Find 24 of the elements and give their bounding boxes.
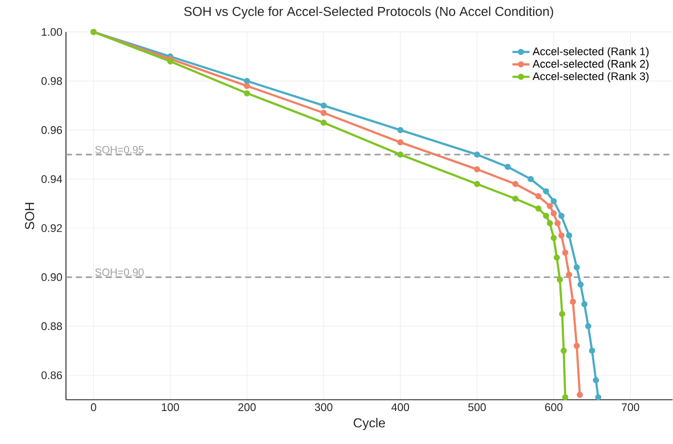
- y-tick-label: 1.00: [42, 28, 62, 36]
- ref-line-label: SOH=0.90: [95, 268, 144, 276]
- x-tick-label: 600: [545, 403, 562, 412]
- x-tick-label: 200: [238, 403, 256, 412]
- legend-label: Accel-selected (Rank 1): [532, 47, 649, 58]
- x-tick-label: 500: [468, 403, 486, 412]
- legend-label: Accel-selected (Rank 3): [532, 72, 649, 82]
- legend-label: Accel-selected (Rank 2): [532, 60, 649, 70]
- y-tick-label: 0.98: [41, 77, 62, 86]
- x-tick-label: 700: [622, 403, 640, 412]
- x-tick-label: 0: [90, 403, 96, 412]
- x-axis-title: Cycle: [354, 418, 385, 430]
- y-tick-label: 0.92: [41, 224, 62, 232]
- x-tick-label: 400: [391, 403, 410, 412]
- y-tick-label: 0.96: [41, 126, 62, 134]
- ref-line-label: SOH=0.95: [95, 146, 144, 154]
- x-tick-label: 300: [314, 403, 332, 412]
- y-tick-label: 0.86: [41, 371, 62, 380]
- chart-title: SOH vs Cycle for Accel-Selected Protocols (No Accel Condition): [184, 6, 554, 19]
- y-axis-title: SOH: [25, 202, 34, 230]
- y-tick-label: 0.94: [41, 175, 62, 184]
- x-tick-label: 100: [162, 403, 180, 412]
- y-tick-label: 0.88: [41, 322, 62, 330]
- y-tick-label: 0.90: [41, 273, 62, 282]
